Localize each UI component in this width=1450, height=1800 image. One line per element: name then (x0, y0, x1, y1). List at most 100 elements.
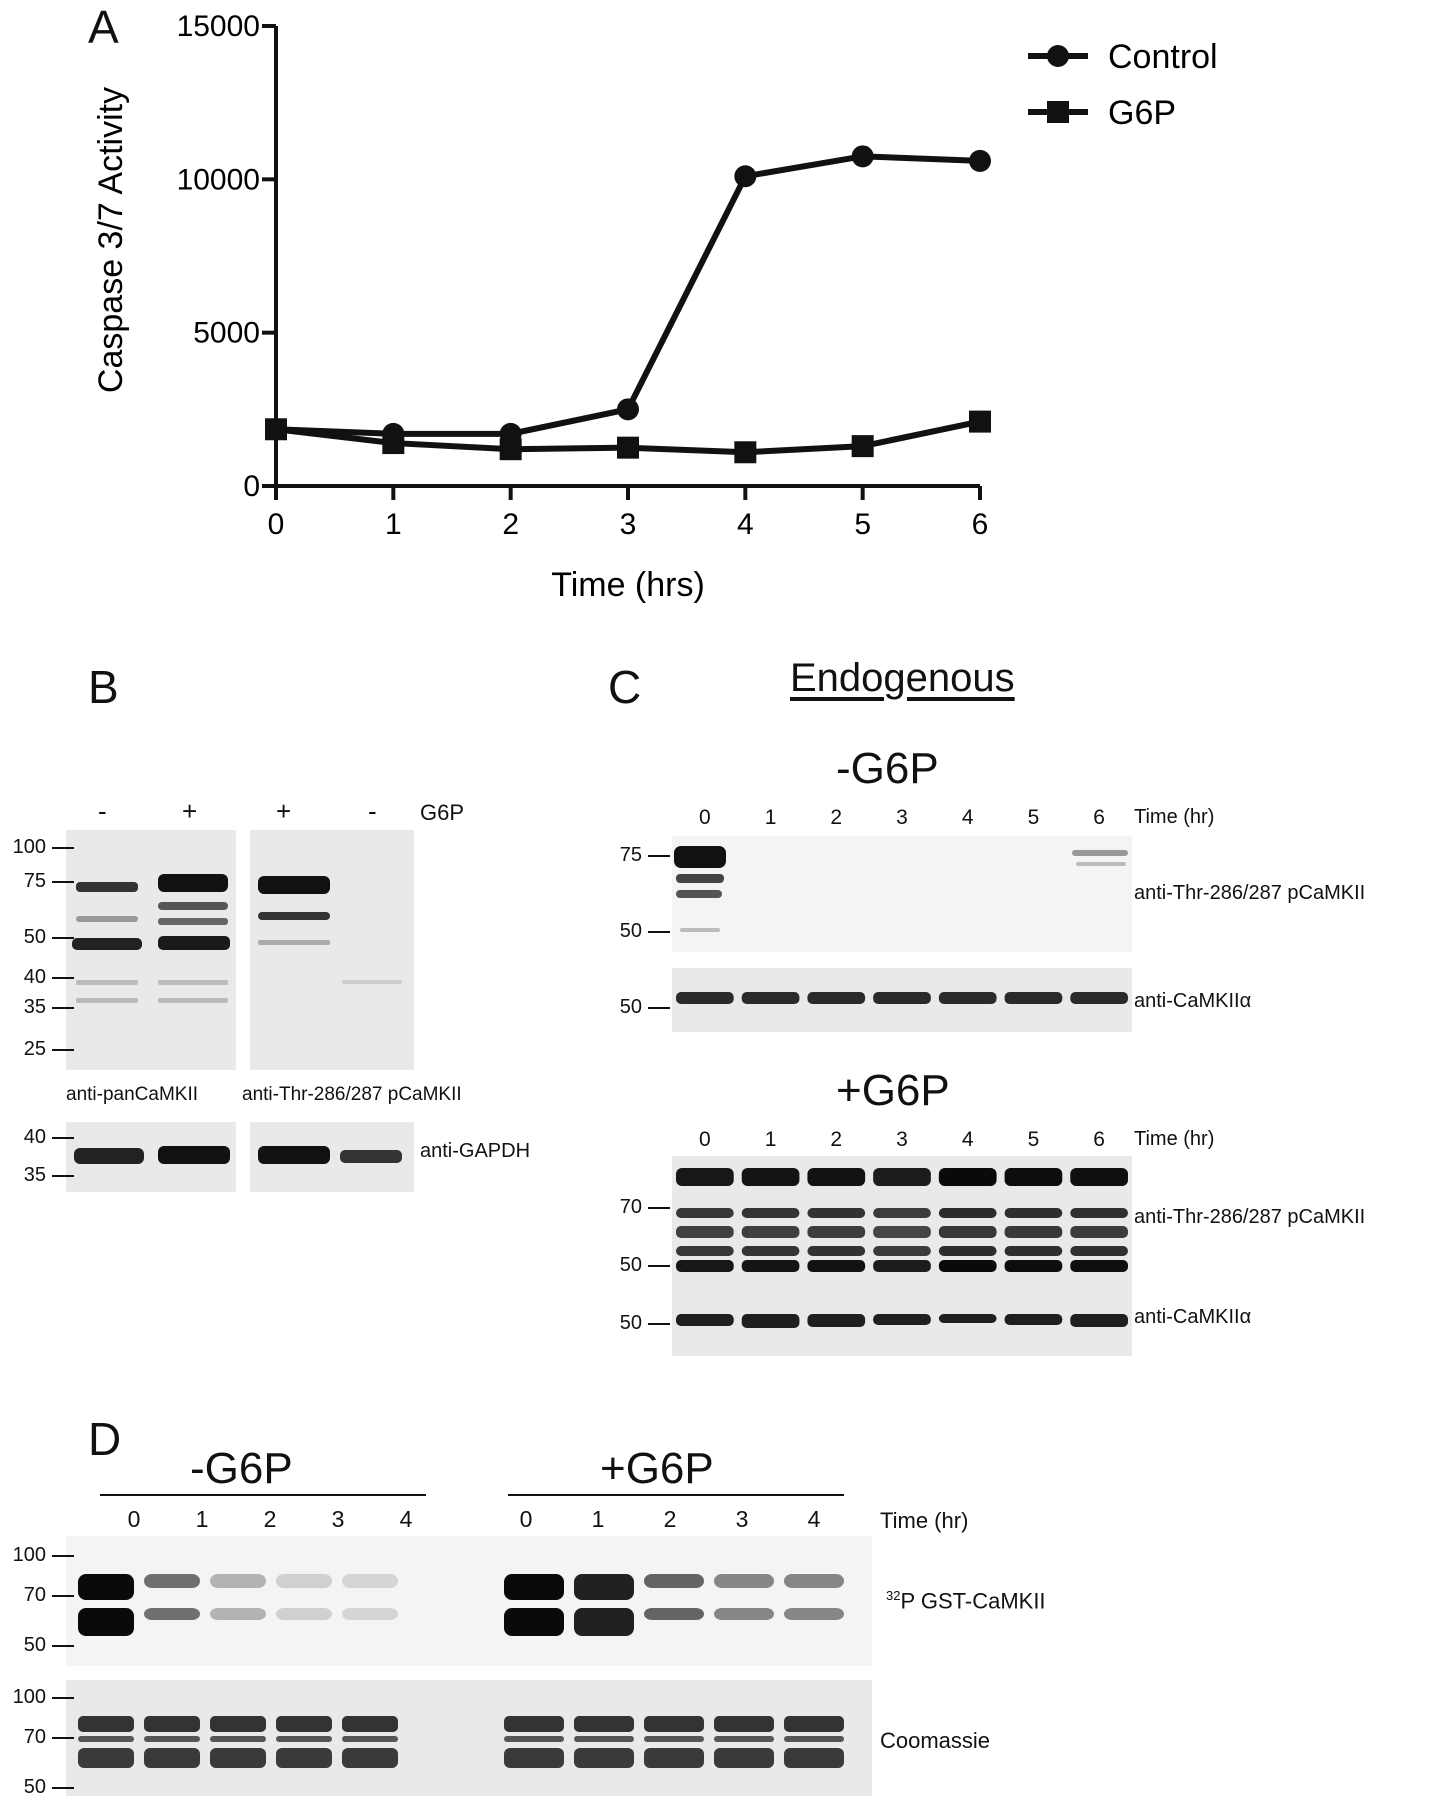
c-plus-band-low2-4 (938, 1246, 997, 1256)
d-minus-coom-mid-0 (78, 1736, 134, 1742)
d-plus-autorad-upper-1 (574, 1574, 634, 1600)
x-tick-label-5: 5 (854, 508, 871, 541)
c-plus-band-top-0 (676, 1168, 734, 1186)
point-g6p-1 (382, 432, 405, 455)
marker-d-100: 100 (12, 1544, 46, 1566)
marker-b-100: 100 (12, 836, 46, 858)
lane-b-2: + (182, 796, 198, 826)
d-plus-autorad-lower-1 (574, 1608, 634, 1636)
d-plus-coom-mid-4 (784, 1736, 844, 1742)
point-control-5 (851, 145, 874, 168)
x-tick-label-0: 0 (268, 508, 285, 541)
c-plus-band-mid-6 (1070, 1208, 1128, 1218)
marker-b-40: 40 (23, 966, 46, 988)
d-plus-autorad-lower-3 (714, 1608, 774, 1620)
d-plus-autorad-upper-2 (644, 1574, 704, 1588)
d-minus-title: -G6P (190, 1444, 293, 1493)
panel-b-letter: B (88, 661, 119, 713)
cMinusLanes-lane-1: 1 (764, 806, 777, 829)
c-plus-band-bottom-2 (807, 1260, 866, 1272)
lane-b-4: - (368, 796, 377, 826)
cPlusLanes-lane-6: 6 (1093, 1128, 1105, 1151)
d-plus-autorad-lower-4 (784, 1608, 844, 1620)
marker-d-coom-70: 70 (23, 1726, 46, 1748)
dPlusLanes-lane-1: 1 (591, 1506, 605, 1532)
d-plus-coom-lower-3 (714, 1748, 774, 1768)
d-time-label: Time (hr) (880, 1508, 969, 1533)
lane-b-3: + (276, 796, 292, 826)
d-minus-autorad-lower-4 (342, 1608, 398, 1620)
panel-c-letter: C (608, 661, 642, 713)
blot-b-pan (66, 830, 236, 1070)
c-plus-band-bottom-3 (873, 1260, 931, 1272)
dMinusLanes-lane-0: 0 (127, 1506, 141, 1532)
blot-c-plus-total (672, 1288, 1132, 1356)
c-plus-title: +G6P (836, 1066, 950, 1115)
c-plus-band-bottom-5 (1004, 1260, 1063, 1272)
dPlusLanes-lane-4: 4 (807, 1506, 821, 1532)
c-minus-title: -G6P (836, 744, 939, 793)
d-plus-autorad-upper-3 (714, 1574, 774, 1588)
d-plus-autorad-upper-4 (784, 1574, 844, 1588)
d-minus-coom-upper-2 (210, 1716, 266, 1732)
marker-d-coom-50: 50 (23, 1776, 46, 1798)
dMinusLanes-lane-3: 3 (331, 1506, 345, 1532)
dPlusLanes-lane-3: 3 (735, 1506, 749, 1532)
d-minus-autorad-lower-2 (210, 1608, 266, 1620)
y-tick-label-2: 10000 (177, 163, 260, 196)
dMinusLanes-lane-4: 4 (399, 1506, 413, 1532)
series-line-control (275, 153, 981, 437)
legend-marker-control (1047, 45, 1069, 67)
marker-b-50: 50 (23, 926, 46, 948)
d-minus-autorad-upper-0 (78, 1574, 134, 1600)
c-minus-total-band-6 (1070, 992, 1128, 1004)
d-minus-coom-lower-4 (342, 1748, 398, 1768)
c-plus-antibody-phospho: anti-Thr-286/287 pCaMKII (1134, 1206, 1366, 1228)
g6p-condition-label: G6P (420, 800, 465, 825)
y-tick-label-3: 15000 (177, 10, 260, 43)
c-plus-band-low-0 (676, 1226, 734, 1238)
c-plus-band-top-6 (1070, 1168, 1128, 1186)
d-plus-coom-lower-2 (644, 1748, 704, 1768)
d-plus-autorad-upper-0 (504, 1574, 564, 1600)
c-plus-band-low-1 (741, 1226, 800, 1238)
blot-c-minus-phospho (672, 836, 1132, 952)
label-32p-gst-camkii: 32P GST-CaMKII (886, 1588, 1046, 1614)
antibody-gapdh: anti-GAPDH (420, 1140, 531, 1162)
c-plus-band-mid-5 (1004, 1208, 1063, 1218)
c-plus-band-mid-1 (741, 1208, 800, 1218)
c-minus-total-band-0 (676, 992, 734, 1004)
c-plus-band-low2-5 (1004, 1246, 1063, 1256)
marker-c-minus-50: 50 (619, 920, 642, 942)
d-minus-autorad-upper-3 (276, 1574, 332, 1588)
c-plus-band-low2-0 (676, 1246, 734, 1256)
x-axis-label: Time (hrs) (551, 566, 705, 604)
d-minus-coom-lower-1 (144, 1748, 200, 1768)
label-32p-superscript: 32 (886, 1588, 901, 1603)
c-plus-total-band-4 (938, 1314, 997, 1323)
d-minus-autorad-upper-4 (342, 1574, 398, 1588)
marker-b-gapdh-35: 35 (23, 1164, 46, 1186)
y-tick-label-0: 0 (243, 470, 260, 503)
cPlusLanes-lane-4: 4 (961, 1128, 974, 1151)
c-plus-band-low2-1 (741, 1246, 800, 1256)
c-plus-band-bottom-0 (676, 1260, 734, 1272)
d-plus-coom-lower-1 (574, 1748, 634, 1768)
blot-d-coomassie (66, 1680, 872, 1796)
lane-b-1: - (98, 796, 107, 826)
antibody-phospho-b: anti-Thr-286/287 pCaMKII (242, 1084, 462, 1105)
c-plus-band-mid-0 (676, 1208, 734, 1218)
legend-label-g6p: G6P (1108, 94, 1176, 132)
c-plus-band-low-2 (807, 1226, 866, 1238)
d-plus-coom-mid-0 (504, 1736, 564, 1742)
c-plus-band-top-1 (741, 1168, 800, 1186)
point-g6p-2 (499, 438, 522, 461)
c-plus-band-low-4 (938, 1226, 997, 1238)
d-plus-rule (508, 1494, 844, 1496)
x-tick-label-4: 4 (737, 508, 754, 541)
point-control-6 (969, 149, 991, 172)
c-plus-band-mid-2 (807, 1208, 866, 1218)
marker-d-50: 50 (23, 1634, 46, 1656)
legend-marker-g6p (1047, 101, 1069, 123)
c-plus-band-top-4 (938, 1168, 997, 1186)
